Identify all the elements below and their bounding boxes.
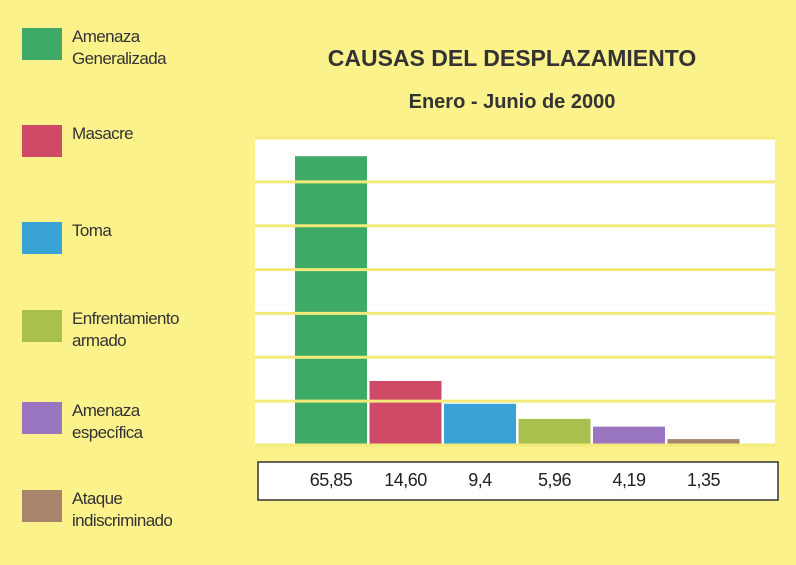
legend-swatch bbox=[22, 310, 62, 342]
legend-label: Toma bbox=[72, 221, 112, 240]
value-label: 65,85 bbox=[310, 470, 353, 490]
value-label: 14,60 bbox=[384, 470, 427, 490]
bar bbox=[295, 156, 367, 445]
legend-swatch bbox=[22, 402, 62, 434]
legend-label: Amenaza Generalizada bbox=[72, 27, 167, 68]
value-label: 4,19 bbox=[612, 470, 646, 490]
value-label: 1,35 bbox=[687, 470, 721, 490]
value-box bbox=[257, 461, 779, 501]
legend-label: Ataque indiscriminado bbox=[72, 489, 173, 530]
legend-swatch bbox=[22, 125, 62, 157]
legend-label: Amenaza específica bbox=[72, 401, 143, 442]
bar bbox=[444, 403, 516, 445]
bar bbox=[369, 380, 442, 445]
chart-title: CAUSAS DEL DESPLAZAMIENTO bbox=[328, 45, 696, 71]
value-label: 5,96 bbox=[538, 470, 572, 490]
value-label: 9,4 bbox=[468, 470, 492, 490]
legend-swatch bbox=[22, 28, 62, 60]
bar bbox=[593, 426, 665, 445]
bar bbox=[518, 418, 591, 445]
legend-swatch bbox=[22, 222, 62, 254]
legend-swatch bbox=[22, 490, 62, 522]
chart-subtitle: Enero - Junio de 2000 bbox=[409, 91, 616, 113]
legend-label: Enfrentamiento armado bbox=[72, 309, 179, 350]
bar bbox=[667, 439, 740, 445]
legend-label: Masacre bbox=[72, 124, 134, 143]
